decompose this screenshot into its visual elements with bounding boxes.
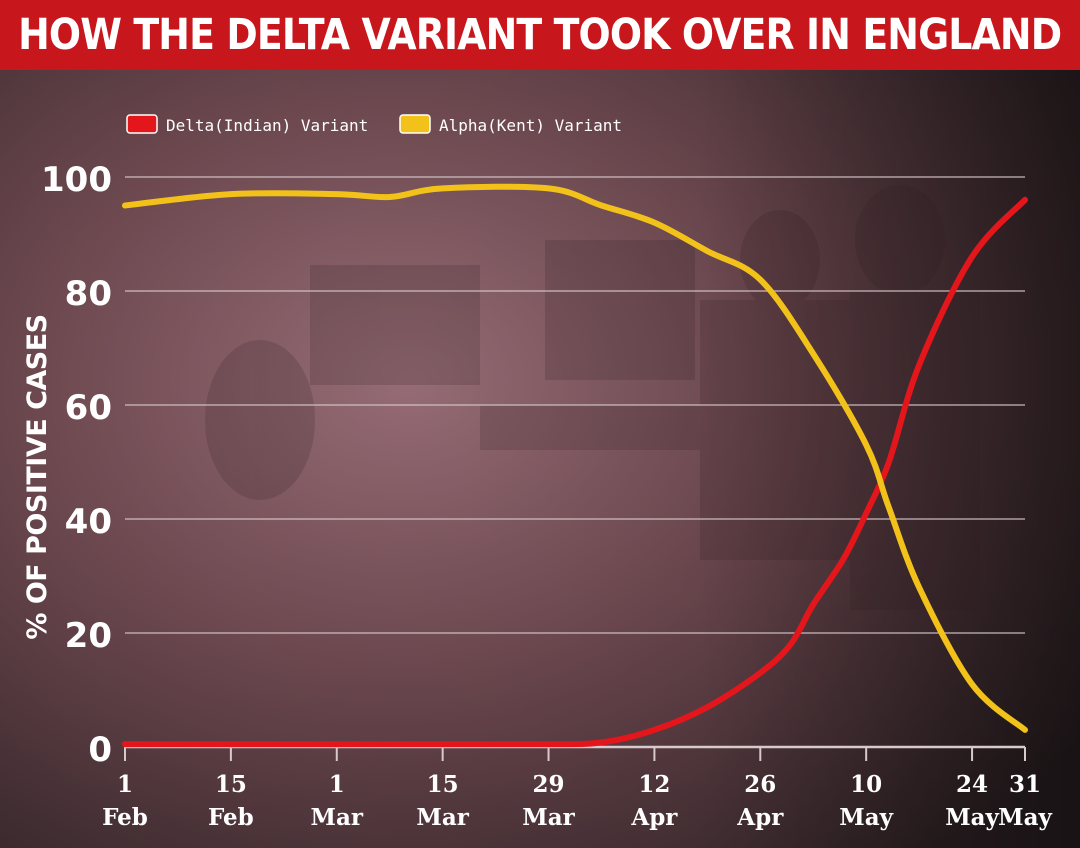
y-tick-label: 20 [65, 616, 112, 656]
x-tick-label-month: Mar [522, 804, 575, 831]
x-tick-label-month: May [839, 804, 893, 831]
y-tick-label: 40 [65, 502, 112, 542]
legend-label: Delta(Indian) Variant [166, 116, 368, 135]
title-bar: HOW THE DELTA VARIANT TOOK OVER IN ENGLA… [0, 0, 1080, 70]
legend-label: Alpha(Kent) Variant [439, 116, 622, 135]
y-tick-label: 100 [41, 160, 112, 200]
x-tick-label-month: Apr [630, 804, 678, 831]
axes: 0 20 40 60 80 100 % OF POSITIVE CASES 1 Feb 15 Feb… [22, 160, 1052, 831]
series-line-delta [122, 196, 1028, 748]
legend: Delta(Indian) Variant Alpha(Kent) Variant [126, 114, 622, 135]
x-tick-label-month: Mar [416, 804, 469, 831]
x-tick-label-day: 15 [427, 771, 459, 798]
chart-title: HOW THE DELTA VARIANT TOOK OVER IN ENGLA… [18, 10, 1062, 60]
x-tick-label-day: 10 [850, 771, 882, 798]
x-tick-label-day: 24 [956, 771, 988, 798]
x-tick-label-day: 1 [117, 771, 133, 798]
legend-swatch [126, 114, 158, 134]
x-tick-label-day: 15 [215, 771, 247, 798]
series-line-alpha [122, 183, 1028, 733]
y-tick-label: 60 [65, 388, 112, 428]
x-tick-label-day: 1 [329, 771, 345, 798]
y-tick-label: 80 [65, 274, 112, 314]
series-lines [122, 183, 1028, 748]
x-tick-label-month: Apr [736, 804, 784, 831]
x-tick-label-month: May [998, 804, 1052, 831]
y-axis-label: % OF POSITIVE CASES [22, 314, 53, 639]
gridlines [125, 176, 1025, 634]
x-tick-label-month: May [945, 804, 999, 831]
x-tick-label-month: Feb [208, 804, 254, 831]
legend-swatch [399, 114, 431, 134]
x-tick-label-day: 12 [638, 771, 670, 798]
x-tick-label-day: 26 [744, 771, 776, 798]
x-tick-label-month: Feb [102, 804, 148, 831]
x-tick-label-day: 29 [533, 771, 565, 798]
y-tick-label: 0 [88, 730, 112, 770]
x-tick-label-month: Mar [311, 804, 364, 831]
x-tick-label-day: 31 [1009, 771, 1041, 798]
